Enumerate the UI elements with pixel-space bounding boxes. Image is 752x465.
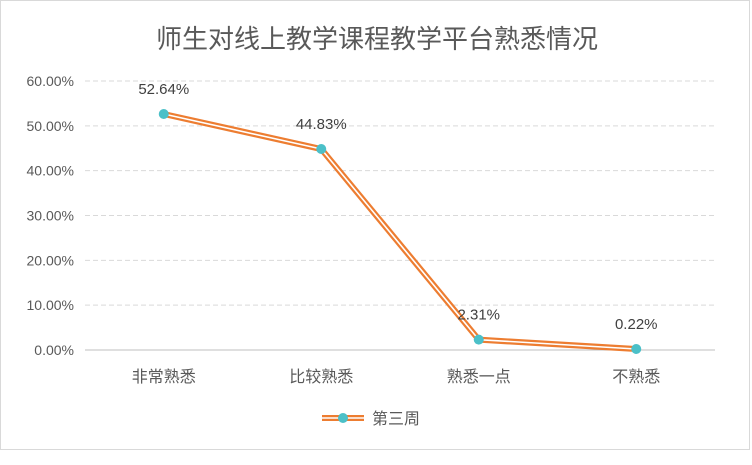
series-line	[163, 111, 637, 353]
data-point	[158, 108, 169, 119]
gridlines	[85, 80, 715, 351]
data-label: 52.64%	[138, 81, 189, 98]
data-points	[158, 108, 642, 355]
legend-label: 第三周	[372, 409, 420, 428]
x-category-label: 比较熟悉	[289, 367, 353, 386]
y-tick-label: 50.00%	[27, 118, 74, 134]
chart-title: 师生对线上教学课程教学平台熟悉情况	[155, 25, 598, 55]
y-tick-label: 0.00%	[34, 342, 74, 358]
y-tick-label: 40.00%	[27, 163, 74, 179]
data-label: 2.31%	[457, 307, 500, 324]
data-point	[631, 344, 642, 355]
x-category-label: 不熟悉	[612, 367, 660, 386]
y-tick-label: 60.00%	[27, 73, 74, 89]
series-lines	[163, 111, 637, 353]
series-line-inner	[163, 113, 637, 350]
chart-frame: 师生对线上教学课程教学平台熟悉情况	[0, 0, 750, 450]
y-tick-label: 30.00%	[27, 208, 74, 224]
y-tick-label: 10.00%	[27, 297, 74, 313]
data-label: 44.83%	[296, 116, 347, 133]
data-label: 0.22%	[615, 316, 658, 333]
y-axis-ticks: 0.00% 10.00% 20.00% 30.00% 40.00% 50.00% 60.00…	[27, 73, 74, 358]
x-axis-categories: 非常熟悉 比较熟悉 熟悉一点 不熟悉	[132, 367, 661, 386]
data-point	[316, 144, 327, 155]
data-labels: 52.64% 44.83% 2.31% 0.22%	[138, 81, 657, 333]
data-point	[473, 334, 484, 345]
y-tick-label: 20.00%	[27, 252, 74, 268]
x-category-label: 非常熟悉	[132, 367, 196, 386]
legend: 第三周	[322, 409, 420, 428]
x-category-label: 熟悉一点	[447, 367, 511, 386]
legend-marker	[338, 413, 348, 423]
